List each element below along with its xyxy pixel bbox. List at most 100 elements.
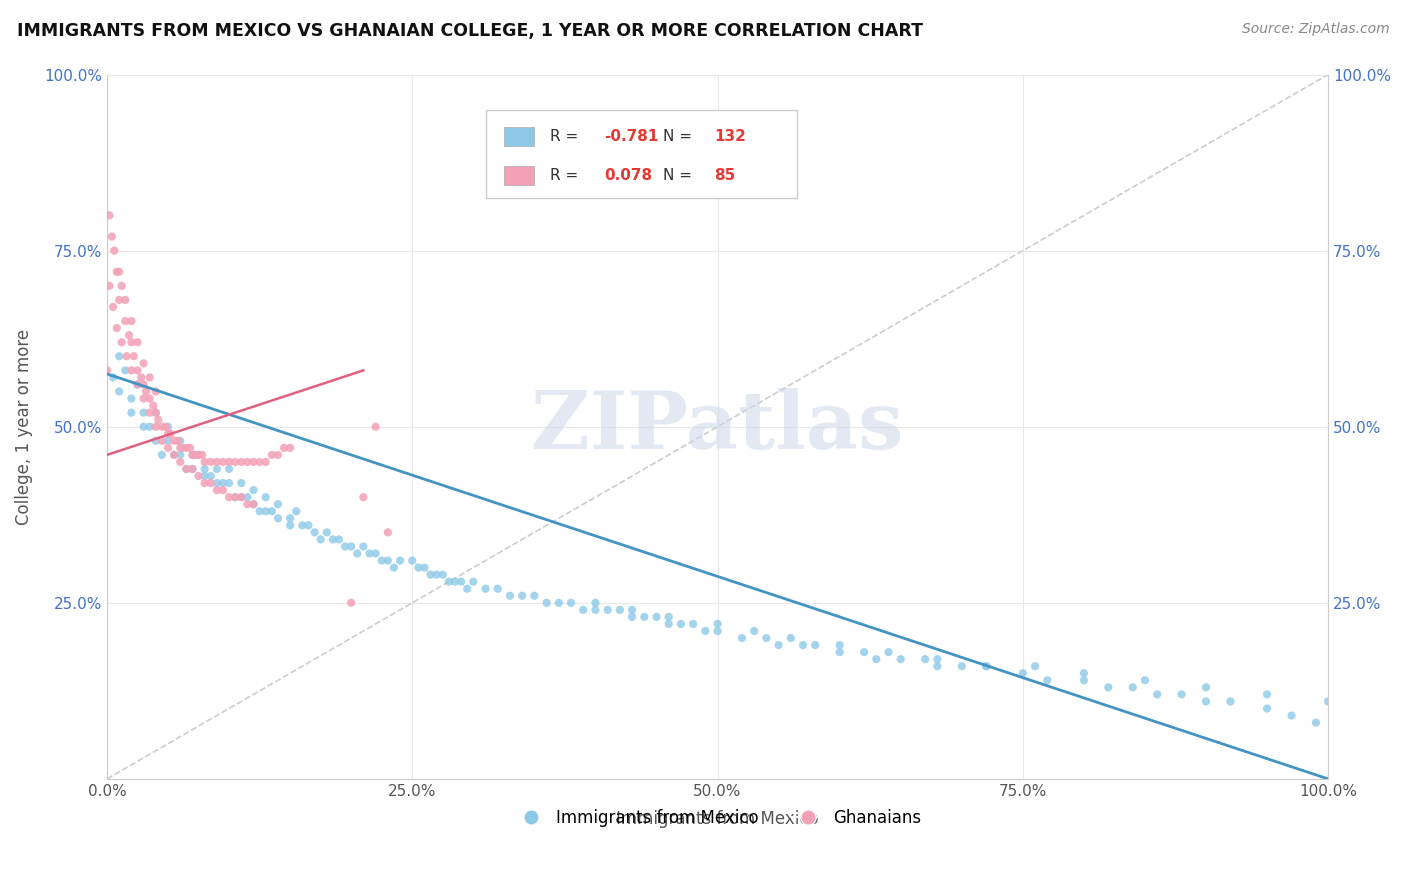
Point bbox=[267, 511, 290, 525]
Point bbox=[621, 603, 644, 617]
Point bbox=[105, 321, 128, 335]
Point bbox=[181, 462, 204, 476]
Point bbox=[120, 406, 142, 420]
Point bbox=[510, 589, 533, 603]
Point bbox=[304, 525, 326, 540]
Point bbox=[218, 462, 240, 476]
Point bbox=[166, 434, 188, 448]
Point bbox=[120, 335, 142, 350]
Point bbox=[236, 455, 259, 469]
Point bbox=[231, 490, 253, 504]
Point bbox=[135, 384, 157, 399]
Point bbox=[120, 392, 142, 406]
Point bbox=[309, 533, 332, 547]
Point bbox=[191, 448, 214, 462]
Point bbox=[1256, 701, 1278, 715]
Point bbox=[927, 659, 949, 673]
Text: 0.078: 0.078 bbox=[605, 168, 652, 183]
Point bbox=[145, 406, 167, 420]
Point bbox=[184, 448, 207, 462]
Point bbox=[98, 278, 121, 293]
Point bbox=[1073, 666, 1095, 681]
Point bbox=[426, 567, 449, 582]
Point bbox=[1195, 694, 1218, 708]
Y-axis label: College, 1 year or more: College, 1 year or more bbox=[15, 328, 32, 524]
Point bbox=[212, 483, 235, 497]
Point bbox=[108, 349, 131, 363]
Point bbox=[224, 490, 246, 504]
Point bbox=[706, 616, 728, 631]
Point bbox=[179, 441, 201, 455]
Point bbox=[114, 363, 136, 377]
Point bbox=[111, 278, 134, 293]
Point bbox=[560, 596, 582, 610]
Text: 85: 85 bbox=[714, 168, 735, 183]
Point bbox=[346, 547, 368, 561]
Point bbox=[172, 441, 194, 455]
Point bbox=[278, 511, 301, 525]
Point bbox=[315, 525, 337, 540]
Text: -0.781: -0.781 bbox=[605, 128, 658, 144]
Point bbox=[974, 659, 997, 673]
Point bbox=[583, 603, 606, 617]
Point bbox=[408, 560, 430, 574]
Point bbox=[187, 448, 209, 462]
Point bbox=[194, 469, 217, 483]
Point bbox=[150, 434, 173, 448]
Point bbox=[159, 426, 181, 441]
Point bbox=[218, 455, 240, 469]
Point bbox=[187, 448, 209, 462]
Point bbox=[792, 638, 814, 652]
Point bbox=[278, 518, 301, 533]
Point bbox=[456, 582, 478, 596]
Point bbox=[254, 455, 277, 469]
Point bbox=[950, 659, 973, 673]
Point bbox=[583, 596, 606, 610]
Point bbox=[224, 455, 246, 469]
Point bbox=[877, 645, 900, 659]
Point bbox=[1133, 673, 1156, 688]
Point bbox=[120, 314, 142, 328]
Point bbox=[359, 547, 381, 561]
Point bbox=[163, 434, 186, 448]
Point bbox=[101, 370, 124, 384]
Point bbox=[1097, 681, 1119, 695]
Point bbox=[1219, 694, 1241, 708]
Text: N =: N = bbox=[662, 128, 696, 144]
Point bbox=[145, 384, 167, 399]
Point bbox=[267, 497, 290, 511]
Point bbox=[176, 441, 198, 455]
Point bbox=[218, 476, 240, 491]
Point bbox=[176, 462, 198, 476]
Point bbox=[150, 448, 173, 462]
Point bbox=[218, 490, 240, 504]
Point bbox=[536, 596, 558, 610]
Text: ZIPatlas: ZIPatlas bbox=[531, 388, 904, 466]
Point bbox=[658, 616, 681, 631]
Point bbox=[273, 441, 295, 455]
FancyBboxPatch shape bbox=[503, 127, 534, 146]
Point bbox=[633, 610, 655, 624]
Point bbox=[572, 603, 595, 617]
Point bbox=[101, 300, 124, 314]
Point bbox=[413, 560, 436, 574]
Point bbox=[731, 631, 754, 645]
Point bbox=[322, 533, 344, 547]
Point bbox=[132, 392, 155, 406]
Point bbox=[114, 314, 136, 328]
Point bbox=[340, 540, 363, 554]
Point bbox=[105, 265, 128, 279]
Legend: Immigrants from Mexico, Ghanaians: Immigrants from Mexico, Ghanaians bbox=[508, 803, 928, 834]
Point bbox=[194, 476, 217, 491]
Point bbox=[340, 596, 363, 610]
Point bbox=[205, 483, 228, 497]
Point bbox=[200, 469, 222, 483]
Point bbox=[98, 208, 121, 222]
Point bbox=[181, 462, 204, 476]
Point bbox=[285, 504, 308, 518]
Point bbox=[138, 406, 160, 420]
Point bbox=[127, 377, 149, 392]
Point bbox=[333, 540, 356, 554]
Point bbox=[437, 574, 460, 589]
Point bbox=[163, 448, 186, 462]
